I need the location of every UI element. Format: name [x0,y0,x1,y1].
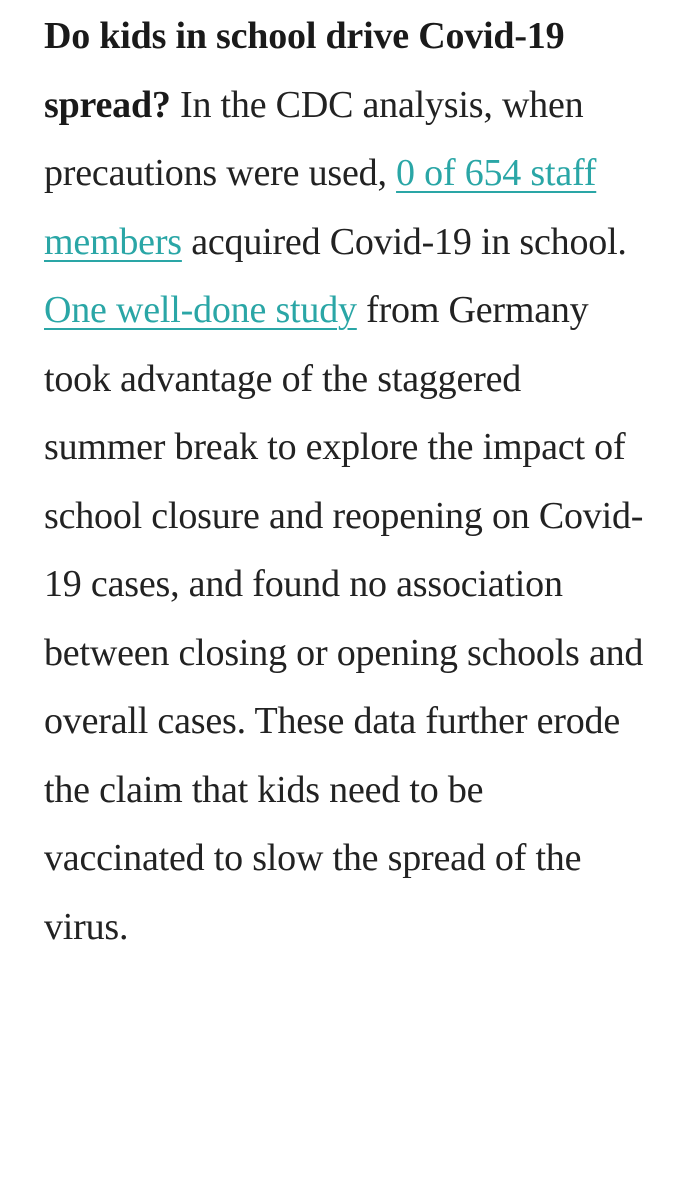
paragraph-text-3: from Germany took advantage of the stagg… [44,289,644,948]
paragraph-text-2: acquired Covid-19 in school. [181,220,627,263]
lead-question: Do kids in school drive Covid-19 spread? [44,15,565,126]
paragraph-text-1: In the CDC analysis, when precautions we… [44,83,584,195]
article-paragraph: Do kids in school drive Covid-19 spread?… [44,0,644,961]
article-body: Do kids in school drive Covid-19 spread?… [44,0,644,961]
germany-study-link[interactable]: One well-done study [44,289,357,331]
staff-members-link[interactable]: 0 of 654 staff members [44,152,597,263]
